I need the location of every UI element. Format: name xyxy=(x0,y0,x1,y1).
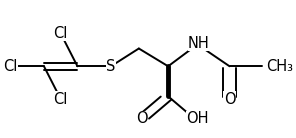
Text: NH: NH xyxy=(188,36,210,51)
Text: OH: OH xyxy=(186,111,209,126)
Text: Cl: Cl xyxy=(54,91,68,107)
Text: O: O xyxy=(136,111,147,126)
Text: Cl: Cl xyxy=(3,59,18,74)
Text: O: O xyxy=(224,91,235,107)
Text: CH₃: CH₃ xyxy=(266,59,293,74)
Text: S: S xyxy=(106,59,116,74)
Text: Cl: Cl xyxy=(54,26,68,41)
